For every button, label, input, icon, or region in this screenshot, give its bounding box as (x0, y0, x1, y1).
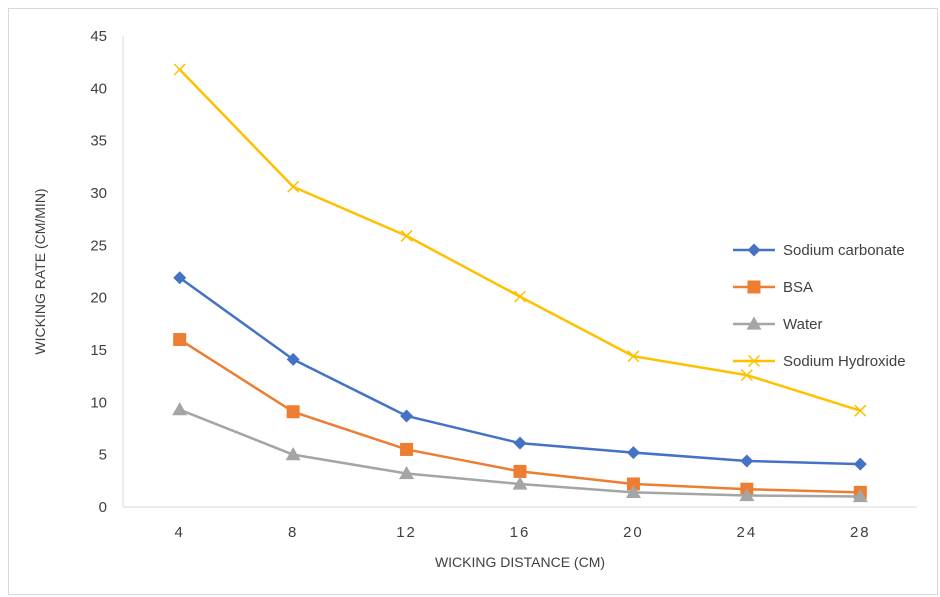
data-point (173, 271, 187, 285)
legend-marker (746, 316, 762, 330)
x-tick-label: 24 (737, 524, 758, 541)
y-axis-title: WICKING RATE (CM/MIN) (32, 188, 48, 354)
y-tick-label: 20 (90, 290, 107, 307)
data-point (399, 466, 415, 480)
data-point (626, 446, 640, 460)
data-point (854, 404, 867, 417)
data-point (513, 436, 527, 450)
y-tick-label: 45 (90, 28, 107, 45)
x-tick-label: 20 (623, 524, 644, 541)
y-tick-label: 10 (90, 394, 107, 411)
data-point (852, 489, 868, 503)
series-line (178, 68, 861, 412)
data-point (625, 484, 641, 498)
data-point (513, 290, 527, 303)
x-tick-label: 8 (288, 524, 298, 541)
data-point (740, 369, 753, 382)
x-tick-label: 16 (510, 524, 531, 541)
data-point (739, 487, 755, 502)
data-point (400, 229, 413, 242)
data-point (740, 454, 754, 468)
data-point (626, 477, 640, 491)
legend-marker (747, 354, 761, 368)
data-point (173, 63, 186, 76)
series-line (178, 276, 861, 466)
data-point (287, 180, 300, 193)
y-tick-label: 0 (99, 499, 107, 516)
data-point (853, 457, 867, 471)
y-tick-label: 25 (90, 237, 107, 254)
data-point (627, 350, 640, 363)
data-point (400, 442, 414, 456)
data-point (172, 402, 188, 416)
y-tick-label: 40 (90, 80, 107, 97)
y-tick-label: 15 (90, 342, 107, 359)
data-point (512, 476, 528, 490)
legend-label: Water (783, 316, 822, 333)
data-point (285, 447, 301, 461)
y-tick-label: 5 (99, 447, 107, 464)
data-point (286, 405, 300, 419)
legend-label: Sodium Hydroxide (783, 353, 906, 370)
legend-marker (747, 243, 761, 257)
data-point (513, 464, 527, 478)
legend-label: BSA (783, 279, 813, 296)
data-point (173, 333, 187, 347)
x-axis-title: WICKING DISTANCE (CM) (435, 554, 605, 570)
data-point (286, 352, 300, 366)
chart-frame (8, 8, 938, 595)
x-tick-label: 12 (396, 524, 417, 541)
data-point (400, 409, 414, 423)
y-tick-label: 30 (90, 185, 107, 202)
x-tick-label: 4 (175, 524, 185, 541)
y-tick-label: 35 (90, 133, 107, 150)
legend-label: Sodium carbonate (783, 242, 905, 259)
legend-marker (747, 280, 761, 294)
x-tick-label: 28 (850, 524, 871, 541)
